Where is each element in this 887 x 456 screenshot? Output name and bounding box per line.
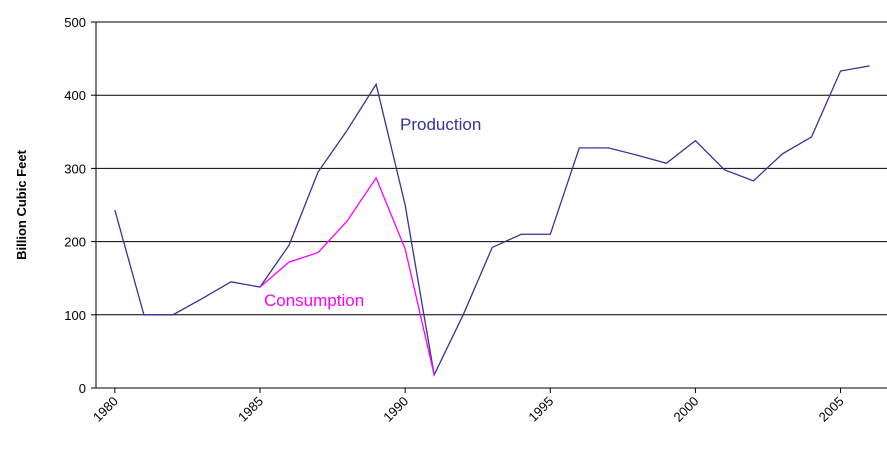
line (114, 65, 870, 377)
series-label: Production (400, 115, 481, 134)
y-tick-label: 500 (64, 15, 86, 30)
x-tick-label: 1990 (380, 394, 411, 425)
series-label: Consumption (264, 291, 364, 310)
y-tick-label: 0 (79, 381, 86, 396)
line (259, 176, 435, 375)
y-tick-label: 300 (64, 161, 86, 176)
x-tick-label: 1985 (235, 394, 266, 425)
y-axis-label: Billion Cubic Feet (14, 149, 29, 259)
x-tick-label: 1980 (90, 394, 121, 425)
x-tick-label: 2005 (816, 394, 847, 425)
x-tick-label: 2000 (670, 394, 701, 425)
x-tick-label: 1995 (525, 394, 556, 425)
y-tick-label: 200 (64, 235, 86, 250)
y-tick-label: 100 (64, 308, 86, 323)
y-tick-label: 400 (64, 88, 86, 103)
